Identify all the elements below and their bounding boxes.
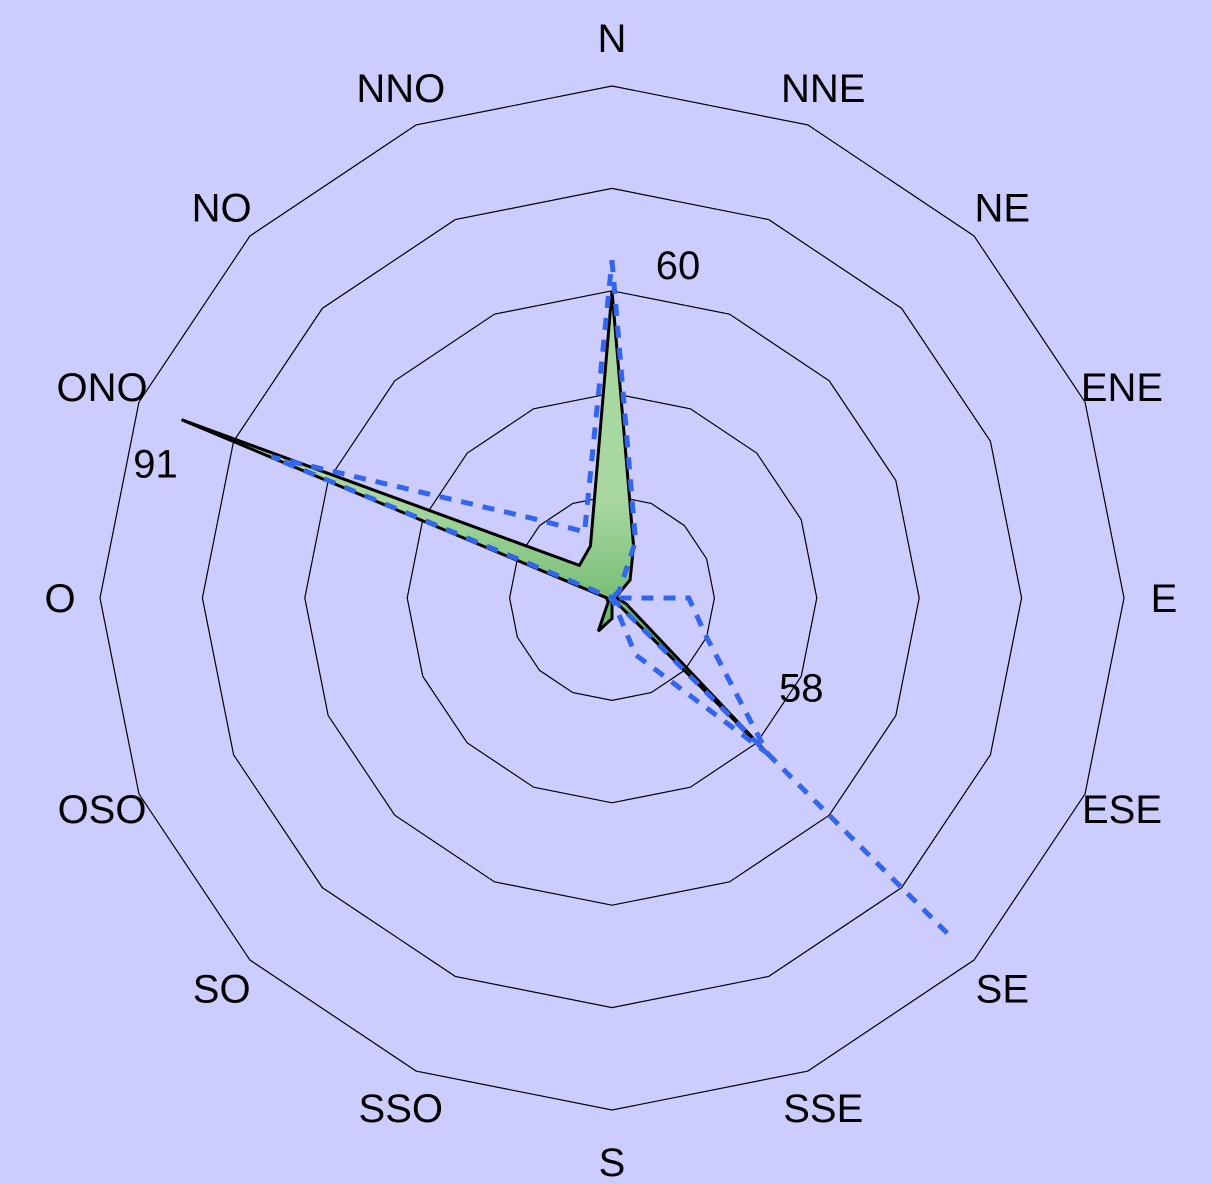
data-label-ono: 91 xyxy=(133,443,178,487)
direction-label-nne: NNE xyxy=(781,67,865,111)
series-dashed-tail xyxy=(610,596,951,937)
direction-label-s: S xyxy=(599,1141,626,1184)
direction-label-no: NO xyxy=(192,187,252,231)
direction-label-ese: ESE xyxy=(1082,788,1162,832)
data-labels: 60 91 58 xyxy=(133,244,823,710)
direction-label-e: E xyxy=(1151,577,1178,621)
series-layer xyxy=(180,259,951,937)
direction-labels: N NNE NE ENE E ESE SE SSE S SSO SO OSO O ONO NO NNO xyxy=(44,17,1177,1184)
data-label-se: 58 xyxy=(779,666,824,710)
direction-label-sse: SSE xyxy=(783,1087,863,1131)
grid-ring-40 xyxy=(406,392,818,804)
direction-label-nno: NNO xyxy=(356,67,445,111)
direction-label-ono: ONO xyxy=(56,366,147,410)
grid-rings xyxy=(99,85,1125,1111)
grid-ring-60 xyxy=(304,290,920,906)
direction-label-ene: ENE xyxy=(1081,366,1163,410)
direction-label-so: SO xyxy=(193,967,251,1011)
direction-label-se: SE xyxy=(976,967,1029,1011)
grid-ring-80 xyxy=(201,187,1023,1009)
grid-ring-100 xyxy=(99,85,1125,1111)
direction-label-ne: NE xyxy=(975,187,1031,231)
direction-label-oso: OSO xyxy=(58,788,147,832)
direction-label-sso: SSO xyxy=(359,1087,443,1131)
direction-label-n: N xyxy=(598,17,627,61)
direction-label-o: O xyxy=(44,577,75,621)
data-label-n: 60 xyxy=(656,244,701,288)
